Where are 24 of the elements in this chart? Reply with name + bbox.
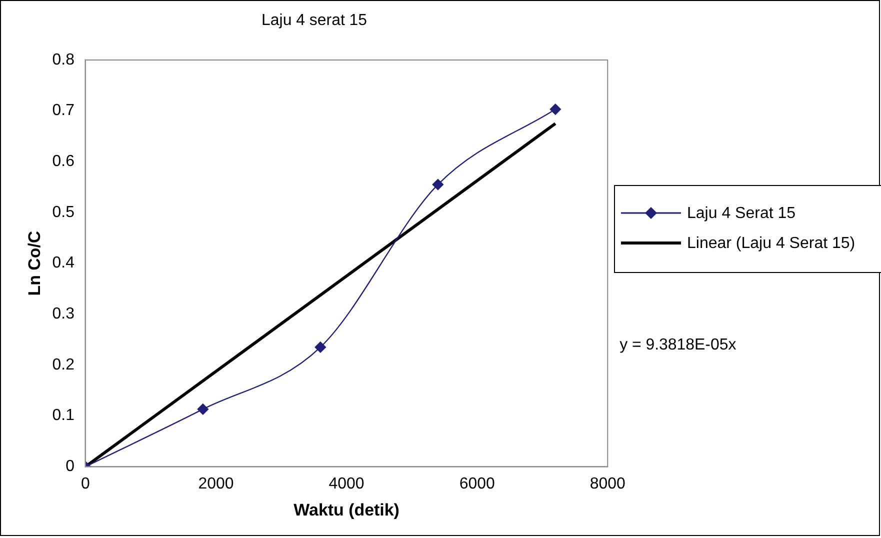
x-tick-label: 6000 <box>459 476 495 493</box>
y-tick-label: 0.7 <box>52 102 75 120</box>
chart-title: Laju 4 serat 15 <box>262 12 368 29</box>
x-tick-label: 2000 <box>198 476 234 493</box>
point <box>197 404 209 415</box>
y-tick-label: 0.1 <box>52 407 75 424</box>
y-tick-label: 0.2 <box>52 356 75 374</box>
legend-label: Linear (Laju 4 Serat 15) <box>687 234 856 254</box>
y-tick-label: 0.6 <box>52 153 75 170</box>
x-tick-label: 0 <box>81 476 90 493</box>
x-tick-label: 4000 <box>328 476 364 493</box>
text: y = 9.3818E-05x <box>620 336 736 354</box>
point <box>314 342 326 353</box>
y-tick-label: 0.5 <box>52 204 75 221</box>
y-tick-label: 0.4 <box>52 254 75 272</box>
y-tick-label: 0 <box>66 458 75 476</box>
y-tick-label: 0.8 <box>52 51 75 68</box>
point <box>550 104 561 115</box>
legend-label: Laju 4 Serat 15 <box>687 204 796 224</box>
y-tick-label: 0.3 <box>52 306 75 323</box>
x-tick-label: 8000 <box>590 476 626 493</box>
point <box>432 178 444 190</box>
y-axis-title: Ln Co/C <box>24 230 44 296</box>
x-axis-title: Waktu (detik) <box>294 500 400 520</box>
